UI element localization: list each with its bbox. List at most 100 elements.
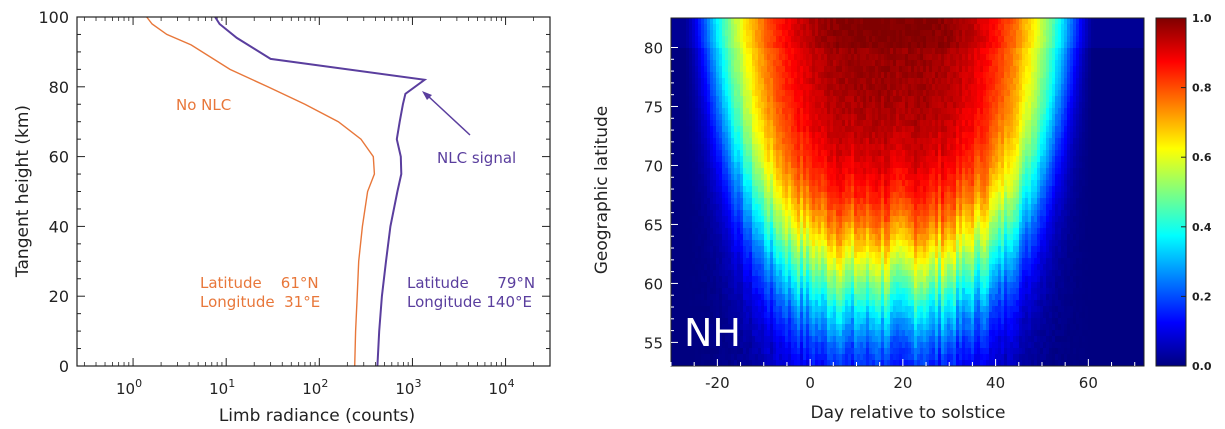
heatmap-cell xyxy=(692,90,696,97)
heatmap-cell xyxy=(677,108,681,115)
heatmap-cell xyxy=(707,78,711,85)
heatmap-cell xyxy=(833,300,837,307)
heatmap-cell xyxy=(794,36,798,43)
heatmap-cell xyxy=(791,270,795,277)
heatmap-cell xyxy=(893,210,897,217)
heatmap-cell xyxy=(845,192,849,199)
heatmap-cell xyxy=(692,156,696,163)
heatmap-cell xyxy=(722,84,726,91)
heatmap-cell xyxy=(788,168,792,175)
heatmap-cell xyxy=(680,204,684,211)
heatmap-cell xyxy=(713,300,717,307)
heatmap-cell xyxy=(719,300,723,307)
heatmap-cell xyxy=(671,132,675,139)
heatmap-cell xyxy=(827,336,831,343)
heatmap-cell xyxy=(767,90,771,97)
heatmap-cell xyxy=(677,84,681,91)
heatmap-cell xyxy=(770,84,774,91)
heatmap-cell xyxy=(851,30,855,37)
heatmap-cell xyxy=(914,282,918,289)
heatmap-cell xyxy=(752,324,756,331)
heatmap-cell xyxy=(770,252,774,259)
heatmap-cell xyxy=(725,42,729,49)
heatmap-cell xyxy=(833,270,837,277)
heatmap-cell xyxy=(917,216,921,223)
heatmap-cell xyxy=(731,264,735,271)
heatmap-cell xyxy=(713,162,717,169)
heatmap-cell xyxy=(800,150,804,157)
heatmap-cell xyxy=(917,186,921,193)
heatmap-cell xyxy=(812,168,816,175)
heatmap-cell xyxy=(746,300,750,307)
heatmap-cell xyxy=(701,102,705,109)
heatmap-cell xyxy=(815,144,819,151)
heatmap-cell xyxy=(869,300,873,307)
heatmap-cell xyxy=(779,114,783,121)
heatmap-cell xyxy=(833,90,837,97)
heatmap-cell xyxy=(803,120,807,127)
heatmap-cell xyxy=(905,30,909,37)
heatmap-cell xyxy=(920,66,924,73)
heatmap-cell xyxy=(716,222,720,229)
heatmap-cell xyxy=(758,90,762,97)
heatmap-cell xyxy=(812,102,816,109)
heatmap-cell xyxy=(728,336,732,343)
heatmap-cell xyxy=(680,258,684,265)
heatmap-cell xyxy=(896,234,900,241)
heatmap-cell xyxy=(902,264,906,271)
heatmap-cell xyxy=(704,258,708,265)
heatmap-cell xyxy=(797,90,801,97)
heatmap-cell xyxy=(878,150,882,157)
heatmap-cell xyxy=(824,318,828,325)
heatmap-cell xyxy=(824,162,828,169)
heatmap-cell xyxy=(905,90,909,97)
heatmap-cell xyxy=(830,84,834,91)
heatmap-cell xyxy=(761,270,765,277)
heatmap-cell xyxy=(695,18,699,25)
heatmap-cell xyxy=(815,318,819,325)
heatmap-cell xyxy=(782,54,786,61)
heatmap-cell xyxy=(689,210,693,217)
heatmap-cell xyxy=(728,138,732,145)
heatmap-cell xyxy=(896,216,900,223)
heatmap-cell xyxy=(689,120,693,127)
heatmap-cell xyxy=(875,306,879,313)
heatmap-cell xyxy=(839,108,843,115)
heatmap-cell xyxy=(737,36,741,43)
heatmap-cell xyxy=(773,168,777,175)
heatmap-cell xyxy=(872,48,876,55)
heatmap-cell xyxy=(914,138,918,145)
heatmap-cell xyxy=(803,48,807,55)
heatmap-cell xyxy=(698,114,702,121)
heatmap-cell xyxy=(827,192,831,199)
heatmap-cell xyxy=(821,96,825,103)
heatmap-cell xyxy=(896,174,900,181)
heatmap-cell xyxy=(776,300,780,307)
heatmap-cell xyxy=(749,60,753,67)
heatmap-cell xyxy=(788,48,792,55)
heatmap-cell xyxy=(821,288,825,295)
heatmap-cell xyxy=(794,240,798,247)
heatmap-cell xyxy=(812,66,816,73)
heatmap-cell xyxy=(902,102,906,109)
heatmap-cell xyxy=(773,150,777,157)
heatmap-cell xyxy=(917,42,921,49)
heatmap-cell xyxy=(827,282,831,289)
heatmap-cell xyxy=(839,198,843,205)
heatmap-cell xyxy=(797,138,801,145)
heatmap-cell xyxy=(698,336,702,343)
heatmap-cell xyxy=(707,294,711,301)
heatmap-cell xyxy=(878,174,882,181)
heatmap-cell xyxy=(893,300,897,307)
heatmap-cell xyxy=(884,264,888,271)
heatmap-cell xyxy=(725,144,729,151)
heatmap-cell xyxy=(752,24,756,31)
heatmap-cell xyxy=(899,342,903,349)
heatmap-cell xyxy=(761,240,765,247)
heatmap-cell xyxy=(737,132,741,139)
heatmap-cell xyxy=(848,54,852,61)
heatmap-cell xyxy=(779,300,783,307)
heatmap-cell xyxy=(851,348,855,355)
heatmap-cell xyxy=(728,24,732,31)
heatmap-cell xyxy=(683,324,687,331)
